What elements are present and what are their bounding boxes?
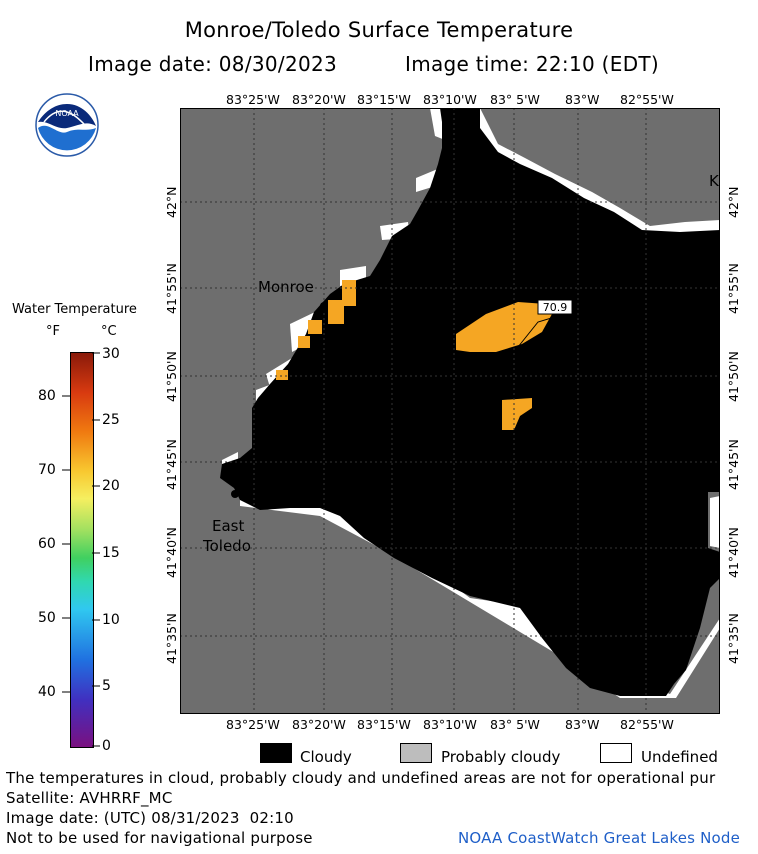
lon-label: 83°20'W [292, 717, 346, 732]
lat-label: 41°35'N [164, 613, 179, 664]
lon-label: 83°25'W [226, 717, 280, 732]
point-leader-line [513, 315, 559, 353]
f-tick: 40 [38, 684, 56, 700]
legend-label-cloudy: Cloudy [300, 748, 352, 766]
warm-water-patch [456, 302, 552, 352]
undefined-area [710, 496, 720, 548]
warm-water-patch [308, 320, 322, 334]
c-tick: 20 [102, 478, 120, 494]
legend-swatch-cloudy [260, 743, 292, 763]
lon-label: 83°15'W [357, 92, 411, 107]
f-tick: 80 [38, 388, 56, 404]
lat-label: 41°50'N [726, 351, 741, 402]
lon-label: 83°10'W [423, 92, 477, 107]
lon-label: 82°55'W [620, 92, 674, 107]
footer-nav-note: Not to be used for navigational purpose [6, 829, 313, 847]
lat-label: 41°45'N [164, 439, 179, 490]
unit-celsius: °C [101, 324, 117, 339]
cloud-area [220, 108, 720, 696]
footer-credit: NOAA CoastWatch Great Lakes Node [458, 829, 741, 847]
east-toledo-dot [231, 490, 239, 498]
label-k: K [709, 172, 719, 190]
colorbar-ticks [62, 352, 100, 747]
warm-water-patch [276, 370, 288, 380]
legend-label-probably-cloudy: Probably cloudy [441, 748, 561, 766]
footer-disclaimer: The temperatures in cloud, probably clou… [6, 769, 716, 787]
lon-label: 83°25'W [226, 92, 280, 107]
legend-label-undefined: Undefined [641, 748, 718, 766]
svg-text:NOAA: NOAA [55, 109, 79, 118]
point-value-label: 70.9 [543, 301, 568, 314]
lon-label: 82°55'W [620, 717, 674, 732]
warm-water-patches [276, 280, 552, 430]
monroe-dot [320, 302, 328, 310]
map-border [180, 108, 720, 714]
lon-label: 83° 5'W [490, 717, 540, 732]
legend-swatch-undefined [600, 743, 632, 763]
image-date: Image date: 08/30/2023 [88, 52, 338, 76]
lon-label: 83° 5'W [490, 92, 540, 107]
f-tick: 70 [38, 462, 56, 478]
f-tick: 60 [38, 536, 56, 552]
lon-label: 83°W [565, 717, 600, 732]
lat-label: 41°50'N [164, 351, 179, 402]
lat-label: 42°N [164, 186, 179, 218]
lon-label: 83°20'W [292, 92, 346, 107]
warm-water-patch [342, 280, 356, 306]
warm-water-patch [298, 336, 310, 348]
lat-label: 41°35'N [726, 613, 741, 664]
lon-label: 83°15'W [357, 717, 411, 732]
footer-satellite: Satellite: AVHRRF_MC [6, 789, 173, 807]
page-title: Monroe/Toledo Surface Temperature [184, 18, 574, 42]
lat-label: 41°55'N [726, 263, 741, 314]
lat-label: 41°45'N [726, 439, 741, 490]
lat-label: 42°N [726, 186, 741, 218]
colorbar-title: Water Temperature [12, 302, 137, 317]
label-toledo: Toledo [203, 537, 251, 555]
c-tick: 30 [102, 346, 120, 362]
map: 70.9 [180, 108, 720, 714]
colorbar [70, 352, 94, 748]
lat-label: 41°40'N [726, 527, 741, 578]
f-tick: 50 [38, 610, 56, 626]
label-monroe: Monroe [258, 278, 314, 296]
point-value-box [537, 299, 573, 315]
warm-water-patch [328, 300, 344, 324]
c-tick: 0 [102, 738, 111, 754]
lat-label: 41°40'N [164, 527, 179, 578]
c-tick: 5 [102, 678, 111, 694]
lon-label: 83°10'W [423, 717, 477, 732]
lat-label: 41°55'N [164, 263, 179, 314]
noaa-logo: NOAA [35, 93, 99, 157]
lon-label: 83°W [565, 92, 600, 107]
footer-utc-date: Image date: (UTC) 08/31/2023 02:10 [6, 809, 294, 827]
label-east: East [212, 517, 245, 535]
image-time: Image time: 22:10 (EDT) [405, 52, 660, 76]
graticule [180, 108, 720, 714]
warm-water-patch [502, 398, 532, 430]
c-tick: 25 [102, 412, 120, 428]
legend-swatch-probably-cloudy [400, 743, 432, 763]
unit-fahrenheit: °F [46, 324, 60, 339]
c-tick: 10 [102, 612, 120, 628]
c-tick: 15 [102, 545, 120, 561]
